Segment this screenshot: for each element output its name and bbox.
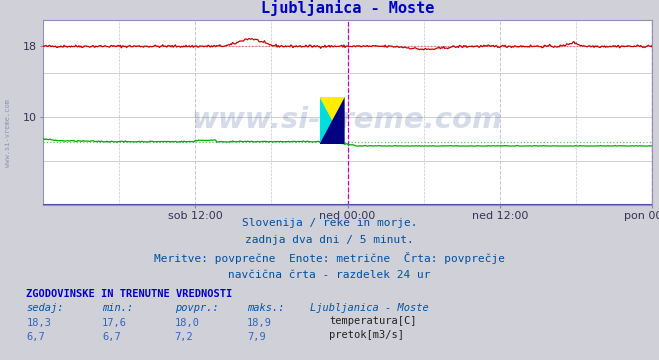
Text: sedaj:: sedaj: — [26, 303, 64, 314]
Text: povpr.:: povpr.: — [175, 303, 218, 314]
Text: Meritve: povprečne  Enote: metrične  Črta: povprečje: Meritve: povprečne Enote: metrične Črta:… — [154, 252, 505, 264]
Polygon shape — [320, 97, 345, 144]
Text: www.si-vreme.com: www.si-vreme.com — [192, 106, 503, 134]
Text: 18,3: 18,3 — [26, 318, 51, 328]
Text: Slovenija / reke in morje.: Slovenija / reke in morje. — [242, 218, 417, 228]
Text: 18,9: 18,9 — [247, 318, 272, 328]
Text: www.si-vreme.com: www.si-vreme.com — [5, 99, 11, 167]
Polygon shape — [320, 97, 345, 144]
Text: Ljubljanica - Moste: Ljubljanica - Moste — [310, 303, 428, 314]
Polygon shape — [320, 97, 345, 144]
Text: maks.:: maks.: — [247, 303, 285, 314]
Title: Ljubljanica - Moste: Ljubljanica - Moste — [261, 0, 434, 16]
Text: 7,9: 7,9 — [247, 332, 266, 342]
Text: 6,7: 6,7 — [102, 332, 121, 342]
Text: 7,2: 7,2 — [175, 332, 193, 342]
Text: ZGODOVINSKE IN TRENUTNE VREDNOSTI: ZGODOVINSKE IN TRENUTNE VREDNOSTI — [26, 289, 233, 299]
Text: zadnja dva dni / 5 minut.: zadnja dva dni / 5 minut. — [245, 235, 414, 245]
Text: 17,6: 17,6 — [102, 318, 127, 328]
Text: navčična črta - razdelek 24 ur: navčična črta - razdelek 24 ur — [228, 270, 431, 280]
Text: pretok[m3/s]: pretok[m3/s] — [330, 330, 405, 340]
Text: 6,7: 6,7 — [26, 332, 45, 342]
Text: min.:: min.: — [102, 303, 133, 314]
Text: temperatura[C]: temperatura[C] — [330, 316, 417, 326]
Text: 18,0: 18,0 — [175, 318, 200, 328]
